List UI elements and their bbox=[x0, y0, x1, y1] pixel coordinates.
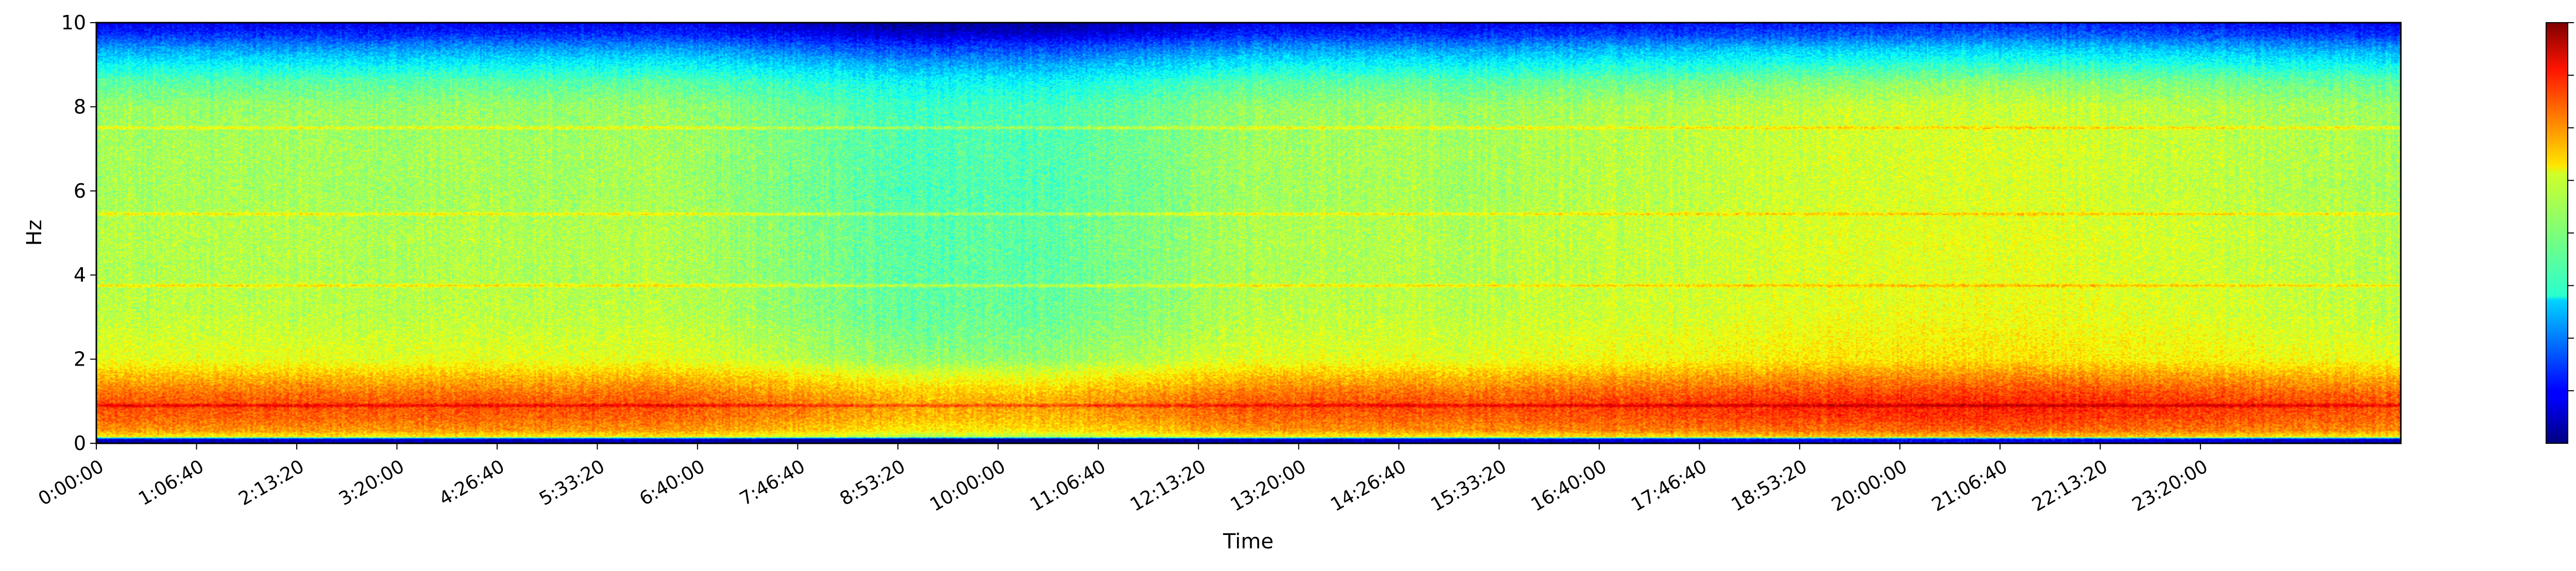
x-tick-label: 10:00:00 bbox=[926, 456, 1009, 515]
x-tick-label: 23:20:00 bbox=[2129, 456, 2212, 515]
x-axis: 0:00:00 1:06:40 2:13:20 3:20:00 4:26:40 5:33:… bbox=[35, 443, 2212, 516]
x-tick-label: 4:26:40 bbox=[436, 456, 509, 510]
x-tick-label: 16:40:00 bbox=[1528, 456, 1611, 515]
y-tick-label: 4 bbox=[74, 264, 86, 286]
x-tick-label: 6:40:00 bbox=[636, 456, 708, 510]
x-tick-label: 15:33:20 bbox=[1427, 456, 1510, 515]
spectrogram-heatmap bbox=[96, 23, 2401, 443]
colorbar-gradient bbox=[2546, 22, 2568, 444]
y-tick-label: 2 bbox=[74, 348, 86, 371]
y-tick-label: 0 bbox=[74, 432, 86, 455]
x-tick-label: 14:26:40 bbox=[1327, 456, 1410, 515]
x-tick-label: 5:33:20 bbox=[536, 456, 608, 510]
x-tick-label: 21:06:40 bbox=[1928, 456, 2011, 515]
x-tick-label: 18:53:20 bbox=[1728, 456, 1811, 515]
x-axis-label: Time bbox=[1223, 530, 1274, 553]
y-tick-label: 6 bbox=[74, 180, 86, 202]
x-tick-label: 8:53:20 bbox=[836, 456, 909, 510]
x-tick-label: 7:46:40 bbox=[736, 456, 809, 510]
plot-frame bbox=[95, 22, 2402, 444]
x-tick-label: 20:00:00 bbox=[1828, 456, 1911, 515]
colorbar: +0 dB-10 dB-20 dB-30 dB-40 dB-50 dB-60 d… bbox=[2546, 22, 2574, 444]
x-tick-label: 17:46:40 bbox=[1628, 456, 1710, 515]
x-tick-label: 11:06:40 bbox=[1027, 456, 1110, 515]
x-tick-label: 12:13:20 bbox=[1127, 456, 1210, 515]
x-tick-label: 2:13:20 bbox=[235, 456, 308, 510]
x-tick-label: 0:00:00 bbox=[35, 456, 108, 510]
plot-area bbox=[95, 22, 2402, 444]
x-tick-label: 13:20:00 bbox=[1227, 456, 1310, 515]
y-axis-label: Hz bbox=[23, 219, 46, 246]
y-tick-label: 10 bbox=[61, 11, 86, 34]
x-tick-label: 1:06:40 bbox=[135, 456, 208, 510]
x-tick-label: 22:13:20 bbox=[2028, 456, 2111, 515]
y-axis: 0 2 4 6 8 10 bbox=[61, 11, 96, 455]
y-tick-label: 8 bbox=[74, 95, 86, 118]
colorbar-ticks: +0 dB-10 dB-20 dB-30 dB-40 dB-50 dB-60 d… bbox=[2568, 22, 2574, 391]
x-tick-label: 3:20:00 bbox=[335, 456, 408, 510]
